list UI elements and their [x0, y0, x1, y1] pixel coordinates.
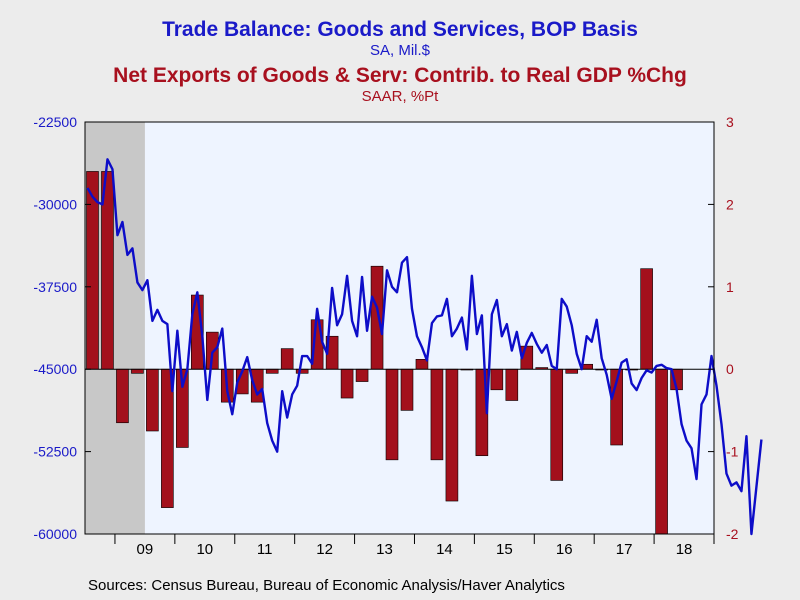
x-axis-year-label: 16 — [556, 541, 573, 558]
net-exports-bar — [430, 368, 444, 461]
net-exports-bar — [146, 368, 159, 432]
chart-title-net-exports: Net Exports of Goods & Serv: Contrib. to… — [113, 64, 687, 87]
net-exports-bar — [370, 265, 384, 370]
x-axis-year-label: 10 — [196, 541, 213, 558]
net-exports-bar — [445, 368, 459, 502]
net-exports-bar — [400, 368, 414, 411]
net-exports-bar — [385, 368, 399, 461]
right-axis-tick-label: 2 — [726, 196, 734, 212]
plot-frame — [84, 121, 715, 535]
left-axis-tick-label: -52500 — [33, 444, 77, 460]
sources-note: Sources: Census Bureau, Bureau of Econom… — [88, 577, 565, 594]
net-exports-bar — [640, 268, 653, 370]
left-axis: -22500 -30000 -37500 -45000 -52500 -60000 — [33, 114, 91, 542]
right-axis: 3 2 1 0 -1 -2 — [708, 114, 739, 542]
net-exports-bar — [505, 368, 519, 401]
left-axis-tick-label: -30000 — [33, 196, 77, 212]
net-exports-bar — [550, 368, 564, 481]
net-exports-bar — [295, 368, 309, 374]
net-exports-bar — [280, 348, 294, 370]
left-axis-tick-label: -22500 — [33, 114, 77, 130]
plot-area — [85, 122, 714, 534]
chart-subtitle-net-exports-units: SAAR, %Pt — [361, 88, 439, 105]
left-axis-tick-label: -37500 — [33, 279, 77, 295]
x-axis-year-label: 14 — [436, 541, 453, 558]
x-axis-year-label: 09 — [137, 541, 154, 558]
right-axis-tick-label: 1 — [726, 279, 734, 295]
chart-title-trade-balance: Trade Balance: Goods and Services, BOP B… — [162, 18, 638, 41]
net-exports-bar — [490, 368, 504, 391]
x-axis-year-label: 11 — [257, 541, 273, 558]
net-exports-bar — [565, 368, 579, 374]
net-exports-bar — [655, 368, 668, 535]
net-exports-bar — [131, 368, 144, 374]
x-axis: 09 10 11 12 13 14 15 16 17 18 — [114, 534, 715, 558]
net-exports-bar — [116, 368, 129, 424]
chart-subtitle-trade-balance-units: SA, Mil.$ — [369, 42, 430, 59]
x-axis-year-label: 15 — [496, 541, 513, 558]
net-exports-bar — [265, 368, 279, 374]
right-axis-tick-label: -1 — [726, 444, 739, 460]
x-axis-year-label: 17 — [616, 541, 633, 558]
x-axis-year-label: 12 — [316, 541, 333, 558]
right-axis-tick-label: 3 — [726, 114, 734, 130]
left-axis-tick-label: -45000 — [33, 361, 77, 377]
x-axis-year-label: 13 — [376, 541, 393, 558]
right-axis-tick-label: 0 — [726, 361, 734, 377]
left-axis-tick-label: -60000 — [33, 526, 77, 542]
trade-balance-line — [86, 158, 763, 536]
right-axis-tick-label: -2 — [726, 526, 739, 542]
x-axis-year-label: 18 — [676, 541, 693, 558]
net-exports-bar — [355, 368, 369, 382]
net-exports-bar — [340, 368, 354, 399]
